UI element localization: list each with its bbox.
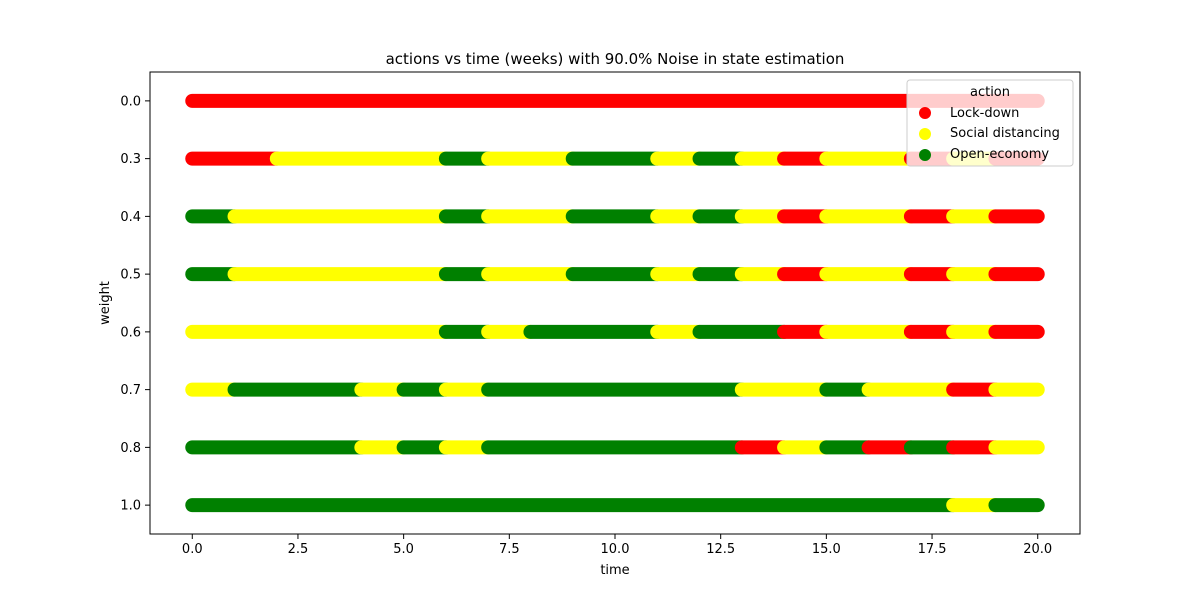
y-tick-label: 0.0	[120, 94, 141, 109]
legend-marker-social-distancing	[919, 128, 931, 140]
y-tick-label: 0.5	[120, 268, 141, 283]
y-axis: 0.0 0.3 0.4 0.5 0.6 0.7 0.8 1.0	[120, 94, 150, 514]
x-tick-label: 2.5	[288, 542, 309, 557]
legend: action Lock-down Social distancing Open-…	[906, 79, 1074, 167]
chart-title: actions vs time (weeks) with 90.0% Noise…	[386, 50, 845, 68]
x-tick-label: 5.0	[393, 542, 414, 557]
y-tick-label: 1.0	[120, 499, 141, 514]
x-axis-label: time	[600, 563, 629, 578]
x-tick-label: 20.0	[1023, 542, 1052, 557]
x-tick-label: 17.5	[918, 542, 947, 557]
legend-label-open-economy: Open-economy	[950, 147, 1049, 162]
x-tick-label: 0.0	[182, 542, 203, 557]
x-tick-label: 15.0	[812, 542, 841, 557]
x-tick-label: 10.0	[601, 542, 630, 557]
y-tick-label: 0.7	[120, 383, 141, 398]
legend-title: action	[970, 85, 1010, 100]
y-tick-label: 0.4	[120, 210, 141, 225]
x-axis: 0.0 2.5 5.0 7.5 10.0 12.5 15.0 17.5 20.0	[182, 534, 1052, 557]
legend-marker-open-economy	[919, 149, 931, 161]
legend-box	[906, 79, 1074, 167]
y-tick-label: 0.6	[120, 325, 141, 340]
legend-label-lock-down: Lock-down	[950, 106, 1019, 121]
x-tick-label: 7.5	[499, 542, 520, 557]
y-tick-label: 0.3	[120, 152, 141, 167]
legend-marker-lock-down	[919, 107, 931, 119]
legend-label-social-distancing: Social distancing	[950, 126, 1060, 141]
y-tick-label: 0.8	[120, 441, 141, 456]
x-tick-label: 12.5	[706, 542, 735, 557]
y-axis-label: weight	[98, 281, 113, 325]
